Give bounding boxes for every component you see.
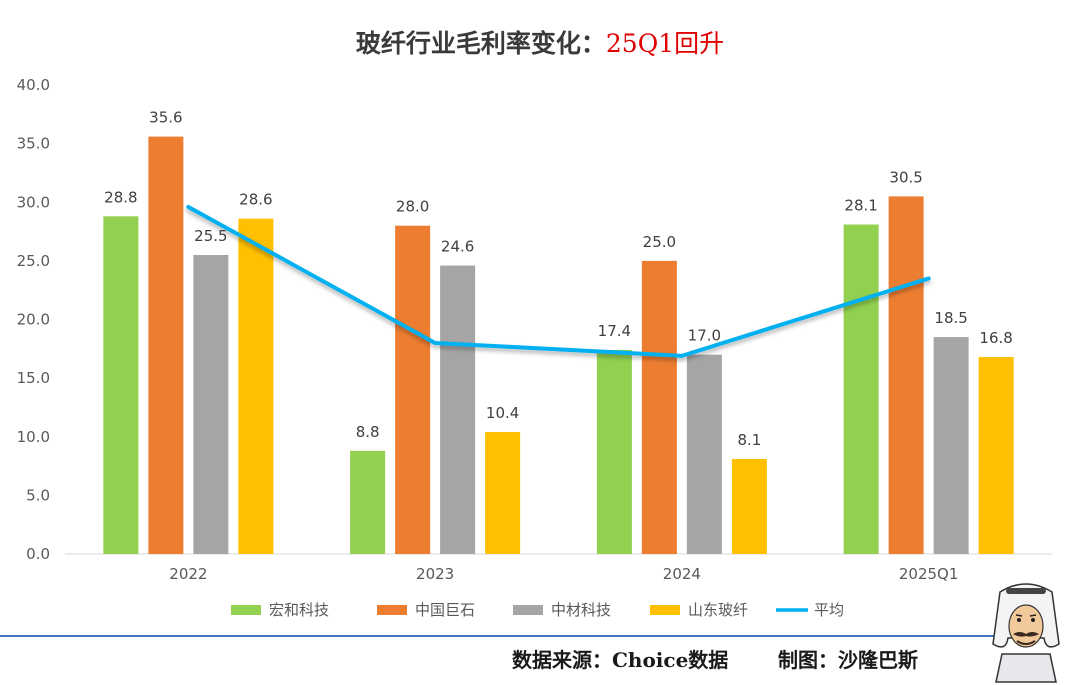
legend-label-1: 中国巨石: [415, 601, 475, 619]
y-tick-label-1: 5.0: [26, 486, 50, 504]
x-tick-label-1: 2023: [416, 565, 454, 583]
data-labels: 28.8 8.8 17.4 28.1 35.6 28.0 25.0 30.5 25.5 24.6 1…: [104, 109, 1013, 449]
data-label-s3-c2: 8.1: [737, 431, 761, 449]
data-label-s3-c0: 28.6: [239, 191, 272, 209]
data-label-s0-c0: 28.8: [104, 188, 137, 206]
bar-s2-c2: [686, 354, 722, 554]
chart-title: 玻纤行业毛利率变化：25Q1回升: [356, 29, 724, 58]
bar-s3-c2: [731, 459, 767, 554]
data-label-s2-c0: 25.5: [194, 227, 227, 245]
bar-s1-c2: [641, 260, 677, 554]
data-label-s1-c3: 30.5: [889, 168, 922, 186]
bar-s3-c0: [238, 218, 274, 555]
data-label-s3-c1: 10.4: [486, 404, 519, 422]
y-tick-label-7: 35.0: [17, 135, 50, 153]
x-tick-label-3: 2025Q1: [899, 565, 959, 583]
bar-s0-c2: [596, 349, 632, 554]
chart-title-highlight: 25Q1回升: [606, 29, 724, 58]
bar-s1-c0: [148, 136, 184, 554]
line-series-average: [186, 204, 931, 358]
bar-s2-c1: [440, 265, 476, 554]
legend-swatch-3: [650, 605, 680, 615]
bar-s2-c3: [933, 337, 969, 554]
bar-s1-c3: [888, 196, 924, 554]
y-tick-label-5: 25.0: [17, 252, 50, 270]
mascot-avatar-icon: [992, 583, 1060, 683]
legend: 宏和科技 中国巨石 中材科技 山东玻纤 平均: [231, 601, 844, 619]
data-label-s2-c2: 17.0: [688, 327, 721, 345]
bar-s0-c3: [843, 224, 879, 554]
data-label-s3-c3: 16.8: [979, 329, 1012, 347]
bar-marks: [103, 136, 1014, 555]
data-label-s0-c1: 8.8: [356, 423, 380, 441]
bar-s0-c1: [350, 450, 386, 554]
y-tick-label-2: 10.0: [17, 428, 50, 446]
legend-label-3: 山东玻纤: [688, 601, 748, 619]
legend-label-0: 宏和科技: [269, 601, 329, 619]
legend-swatch-1: [377, 605, 407, 615]
y-tick-label-3: 15.0: [17, 369, 50, 387]
chart-title-main: 玻纤行业毛利率变化：: [356, 29, 606, 58]
bar-s1-c1: [395, 225, 431, 554]
bar-s0-c0: [103, 216, 139, 554]
bar-s3-c1: [485, 432, 521, 554]
data-label-s0-c2: 17.4: [598, 322, 631, 340]
y-tick-label-6: 30.0: [17, 193, 50, 211]
average-line-group: [186, 204, 931, 358]
x-tick-label-2: 2024: [663, 565, 701, 583]
footer-author: 制图：沙隆巴斯: [778, 648, 918, 672]
x-tick-label-0: 2022: [169, 565, 207, 583]
x-axis-tick-labels: 2022 2023 2024 2025Q1: [169, 565, 958, 583]
y-axis-tick-labels: 0.0 5.0 10.0 15.0 20.0 25.0 30.0 35.0 40.0: [17, 76, 50, 563]
legend-label-4: 平均: [814, 601, 844, 619]
y-tick-label-4: 20.0: [17, 311, 50, 329]
data-label-s2-c3: 18.5: [934, 309, 967, 327]
bar-s3-c3: [978, 357, 1014, 554]
legend-swatch-0: [231, 605, 261, 615]
data-label-s1-c0: 35.6: [149, 109, 182, 127]
data-label-s0-c3: 28.1: [844, 197, 877, 215]
y-tick-label-8: 40.0: [17, 76, 50, 94]
footer-source: 数据来源：Choice数据: [512, 648, 728, 672]
data-label-s2-c1: 24.6: [441, 238, 474, 256]
y-tick-label-0: 0.0: [26, 545, 50, 563]
bar-s2-c0: [193, 255, 229, 554]
legend-swatch-2: [513, 605, 543, 615]
data-label-s1-c1: 28.0: [396, 198, 429, 216]
data-label-s1-c2: 25.0: [643, 233, 676, 251]
legend-label-2: 中材科技: [551, 601, 611, 619]
